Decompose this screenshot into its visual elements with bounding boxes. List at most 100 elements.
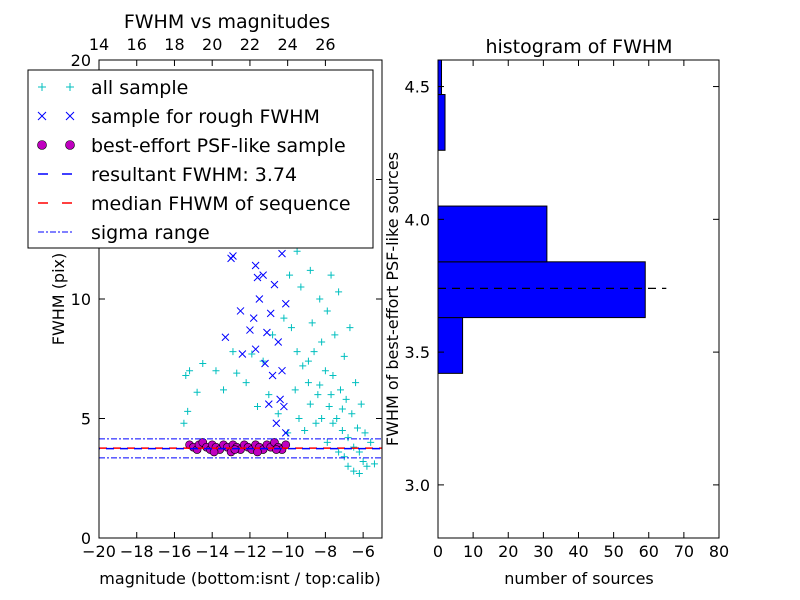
- point-plus: [363, 462, 371, 470]
- hist-y-tick-label: 3.0: [405, 476, 430, 495]
- histogram-bar: [437, 205, 548, 263]
- point-cross: [259, 271, 267, 279]
- point-plus: [340, 453, 348, 461]
- point-plus: [193, 388, 201, 396]
- point-plus: [220, 386, 228, 394]
- point-cross: [221, 333, 230, 342]
- legend-entry: best-effort PSF-like sample: [37, 135, 346, 157]
- point-plus: [338, 405, 346, 413]
- point-plus: [291, 386, 299, 394]
- point-plus: [318, 415, 326, 422]
- point-cross: [249, 314, 258, 322]
- legend-label: median FHWM of sequence: [91, 193, 351, 215]
- legend-label: all sample: [91, 77, 188, 99]
- x-tick-label: −14: [195, 542, 229, 561]
- point-cross: [229, 252, 237, 260]
- point-plus: [335, 288, 343, 296]
- point-plus: [323, 307, 331, 315]
- histogram-bar: [437, 94, 446, 151]
- point-cross: [246, 326, 254, 334]
- legend-cross-marker: [65, 111, 75, 121]
- point-plus: [212, 367, 220, 375]
- point-cross: [253, 273, 262, 282]
- point-cross: [266, 309, 275, 318]
- point-plus: [306, 266, 314, 274]
- point-plus: [350, 443, 358, 451]
- point-plus: [180, 419, 188, 427]
- point-plus: [287, 324, 295, 332]
- y-tick-label: 0: [81, 529, 91, 548]
- histogram-y-label: FWHM of best-effort PSF-like sources: [383, 152, 402, 446]
- point-plus: [359, 458, 367, 466]
- hist-x-tick-label: 60: [639, 542, 659, 561]
- x-tick-label: −10: [271, 542, 305, 561]
- legend-entry: median FHWM of sequence: [38, 193, 351, 215]
- legend: all sample sample for rough FWHM best-effo…: [27, 69, 374, 249]
- point-plus: [304, 379, 312, 387]
- legend-entry: all sample: [38, 77, 188, 99]
- point-cross: [281, 428, 290, 437]
- histogram-bars: [437, 59, 646, 374]
- histogram-bar: [437, 261, 646, 319]
- legend-label: sample for rough FWHM: [91, 106, 320, 128]
- point-plus: [370, 460, 378, 468]
- point-cross: [278, 249, 286, 258]
- point-cross: [236, 307, 245, 315]
- point-cross: [272, 419, 281, 428]
- histogram-axes: 0 10 20 30 40 50 60 70 80 3.0 3.5 4.0 4.5: [405, 60, 729, 561]
- point-plus: [269, 331, 277, 339]
- legend-entry: resultant FWHM: 3.74: [38, 164, 297, 186]
- top-tick-label: 18: [164, 35, 184, 54]
- point-plus: [338, 426, 346, 434]
- point-plus: [312, 419, 320, 427]
- point-plus: [253, 403, 261, 411]
- y-tick-label: 20: [71, 51, 91, 70]
- legend-circle-marker: [65, 140, 75, 150]
- hist-x-tick-label: 40: [568, 542, 588, 561]
- point-plus: [295, 415, 303, 422]
- point-plus: [265, 391, 273, 399]
- legend-plus-marker: [66, 83, 74, 91]
- point-plus: [355, 469, 363, 477]
- point-plus: [314, 391, 322, 399]
- point-plus: [199, 360, 207, 368]
- hist-x-tick-label: 0: [433, 542, 443, 561]
- point-plus: [348, 410, 356, 418]
- point-plus: [286, 271, 294, 279]
- point-plus: [304, 357, 312, 365]
- point-plus: [316, 381, 324, 389]
- scatter-panel: −20−18−16−14−12−10−8−6051015201416182022…: [27, 11, 383, 588]
- legend-entry: sample for rough FWHM: [37, 106, 320, 128]
- top-tick-label: 16: [127, 35, 147, 54]
- point-plus: [297, 283, 305, 291]
- hist-x-tick-label: 70: [674, 542, 694, 561]
- point-plus: [293, 247, 301, 255]
- x-tick-label: −8: [314, 542, 338, 561]
- point-plus: [357, 400, 365, 408]
- point-plus: [184, 407, 192, 415]
- legend-cross-marker: [37, 111, 47, 121]
- point-plus: [310, 348, 318, 356]
- point-plus: [248, 350, 256, 358]
- point-plus: [342, 395, 350, 403]
- point-cross: [278, 366, 286, 375]
- top-tick-label: 20: [202, 35, 222, 54]
- legend-box: [27, 69, 374, 249]
- point-plus: [242, 379, 250, 387]
- series-1: [221, 249, 290, 437]
- point-cross: [280, 402, 288, 411]
- legend-plus-marker: [38, 83, 46, 91]
- point-plus: [229, 348, 237, 356]
- histogram-x-label: number of sources: [504, 569, 654, 588]
- point-plus: [318, 338, 326, 346]
- hist-y-tick-label: 3.5: [405, 343, 430, 362]
- point-plus: [182, 371, 190, 379]
- point-cross: [255, 295, 264, 303]
- hist-x-tick-label: 30: [533, 542, 553, 561]
- legend-label: sigma range: [91, 222, 210, 244]
- x-tick-label: −6: [351, 542, 375, 561]
- point-plus: [323, 438, 331, 446]
- hist-y-tick-label: 4.0: [405, 210, 430, 229]
- point-plus: [340, 352, 348, 360]
